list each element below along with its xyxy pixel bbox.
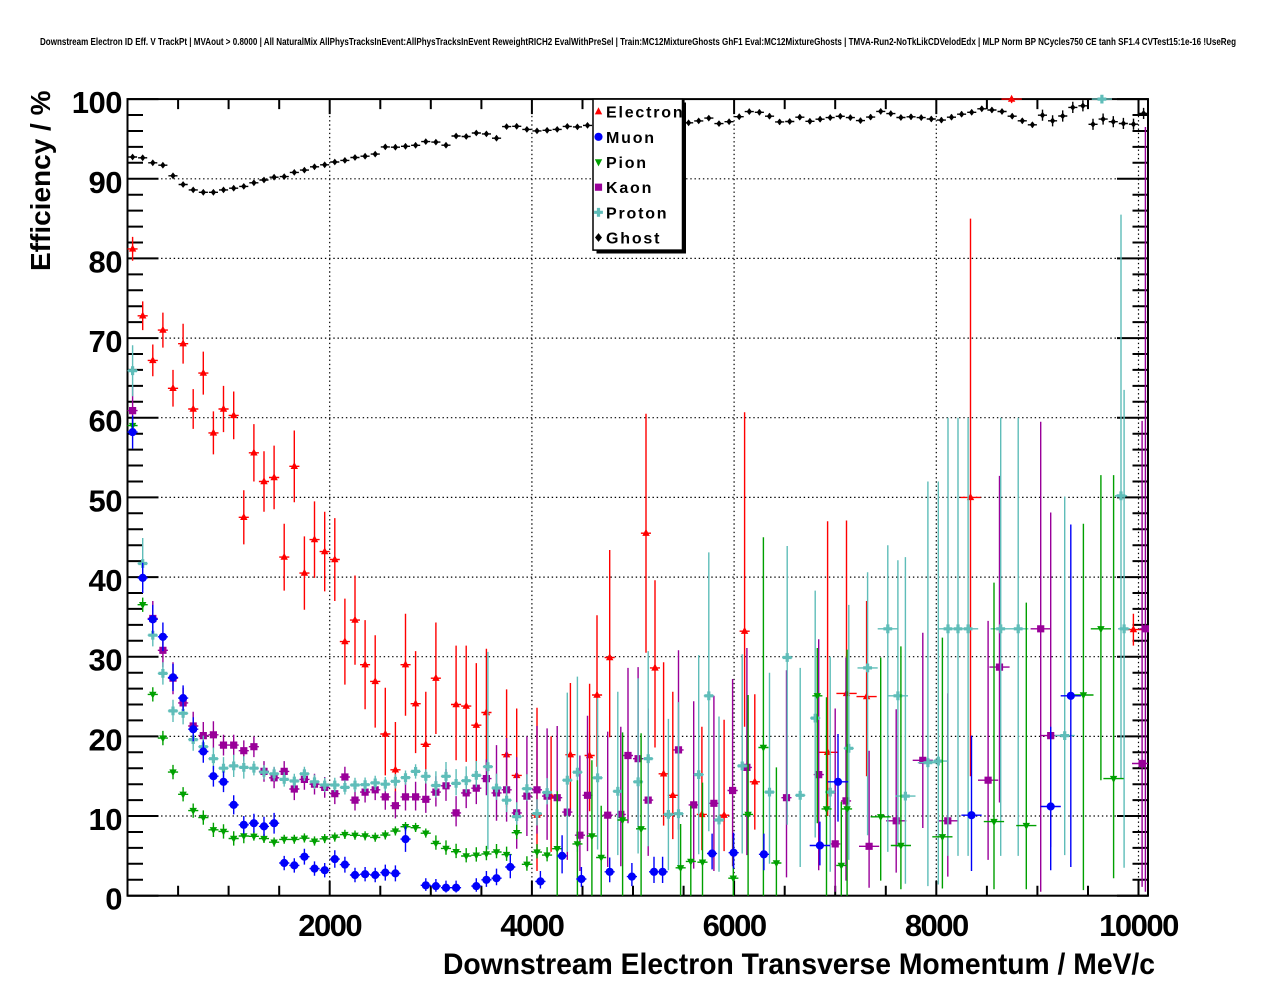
svg-text:Pion: Pion [606,155,648,172]
svg-text:2000: 2000 [298,908,361,943]
svg-text:Ghost: Ghost [606,231,661,248]
svg-text:0: 0 [105,882,122,917]
svg-text:4000: 4000 [500,908,563,943]
svg-text:8000: 8000 [905,908,968,943]
svg-text:6000: 6000 [703,908,766,943]
svg-text:Downstream Electron Transverse: Downstream Electron Transverse Momentum … [443,948,1155,981]
svg-text:100: 100 [72,85,122,120]
svg-text:Muon: Muon [606,130,656,147]
svg-text:20: 20 [89,722,122,757]
svg-text:60: 60 [89,404,122,439]
svg-text:30: 30 [89,643,122,678]
svg-text:10: 10 [89,802,122,837]
svg-text:80: 80 [89,244,122,279]
svg-text:40: 40 [89,563,122,598]
svg-text:Electron: Electron [606,105,684,122]
svg-text:Efficiency / %: Efficiency / % [25,90,56,271]
svg-text:Proton: Proton [606,205,668,222]
svg-text:50: 50 [89,483,122,518]
svg-text:Downstream Electron ID Eff. V: Downstream Electron ID Eff. V TrackPt | … [40,37,1236,48]
svg-text:Kaon: Kaon [606,180,653,197]
svg-text:70: 70 [89,324,122,359]
svg-text:10000: 10000 [1099,908,1178,943]
svg-text:90: 90 [89,165,122,200]
